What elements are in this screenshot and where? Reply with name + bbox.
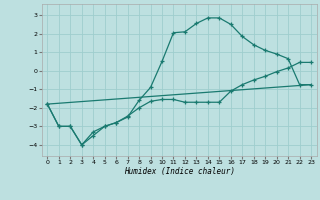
X-axis label: Humidex (Indice chaleur): Humidex (Indice chaleur) — [124, 167, 235, 176]
